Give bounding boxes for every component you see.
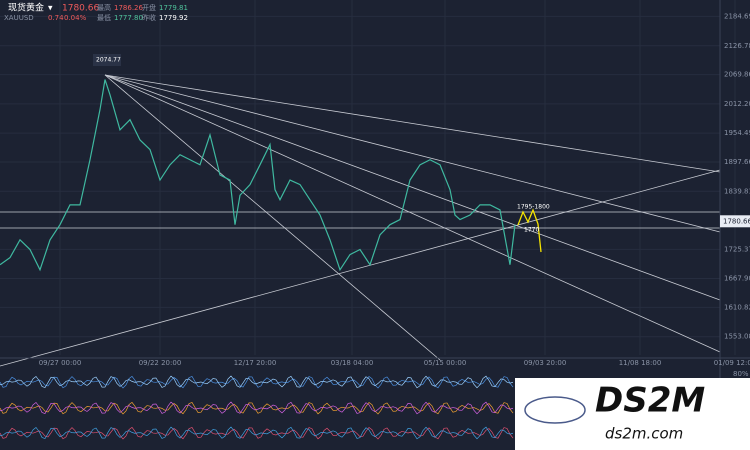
arrows bbox=[517, 208, 542, 253]
indicator-line bbox=[0, 426, 514, 440]
dropdown[interactable]: ▾ bbox=[48, 4, 53, 14]
logo-box bbox=[515, 378, 750, 450]
indicator-line bbox=[0, 375, 514, 389]
indicator-line bbox=[0, 426, 514, 440]
price-line bbox=[0, 79, 516, 272]
x-tick-label: 11/08 18:00 bbox=[619, 359, 662, 367]
field-label: 开盘 bbox=[142, 3, 156, 12]
y-tick-label: 2069.86 bbox=[724, 71, 750, 79]
field-label: 昨收 bbox=[142, 13, 156, 22]
x-tick-label: 05/15 00:00 bbox=[424, 359, 467, 367]
y-tick-label: 1725.37 bbox=[724, 245, 750, 253]
field-value: 1777.80 bbox=[114, 14, 143, 22]
annotation: 2074.77 bbox=[96, 57, 121, 64]
y-tick-label: 2184.69 bbox=[724, 12, 750, 20]
change-pct: 0.04% bbox=[64, 14, 87, 22]
field-value: 1779.81 bbox=[159, 4, 188, 12]
indicator-line bbox=[0, 375, 514, 389]
annotation: 1795-1800 bbox=[517, 204, 550, 211]
x-tick-label: 03/18 04:00 bbox=[331, 359, 374, 367]
y-tick-label: 1553.08 bbox=[724, 333, 750, 341]
indicator-line bbox=[0, 401, 514, 415]
x-tick-label: 01/09 12:00 bbox=[714, 359, 750, 367]
y-tick-label: 2126.78 bbox=[724, 42, 750, 50]
trend-lines bbox=[0, 74, 721, 367]
x-tick-label: 09/27 00:00 bbox=[39, 359, 82, 367]
field-value: 1786.26 bbox=[114, 4, 143, 12]
field-label: 最高 bbox=[97, 3, 111, 12]
indicator-label: 80% bbox=[733, 370, 749, 378]
x-tick-label: 09/03 20:00 bbox=[524, 359, 567, 367]
y-tick-label: 2012.20 bbox=[724, 100, 750, 108]
annotation-box bbox=[93, 54, 121, 66]
x-tick-label: 12/17 20:00 bbox=[234, 359, 277, 367]
title: 现货黄金 bbox=[8, 2, 44, 14]
annotation: 1770 bbox=[524, 227, 539, 234]
logo-name: DS2M bbox=[595, 381, 705, 421]
indicator-line bbox=[0, 401, 514, 415]
x-tick-label: 09/22 20:00 bbox=[139, 359, 182, 367]
y-tick-label: 1954.49 bbox=[724, 129, 750, 137]
field-value: 1779.92 bbox=[159, 14, 188, 22]
last-price-box bbox=[720, 215, 750, 228]
change: 0.74 bbox=[48, 14, 64, 22]
price: 1780.66 bbox=[62, 4, 99, 14]
logo-url: ds2m.com bbox=[605, 425, 683, 443]
symbol: XAUUSD bbox=[4, 14, 34, 22]
y-tick-label: 1667.90 bbox=[724, 274, 750, 282]
y-tick-label: 1897.66 bbox=[724, 158, 750, 166]
y-tick-label: 1839.81 bbox=[724, 187, 750, 195]
last-price-label: 1780.66 bbox=[723, 217, 750, 225]
logo-icon bbox=[524, 396, 586, 424]
y-tick-label: 1610.82 bbox=[724, 303, 750, 311]
field-label: 最低 bbox=[97, 13, 111, 22]
